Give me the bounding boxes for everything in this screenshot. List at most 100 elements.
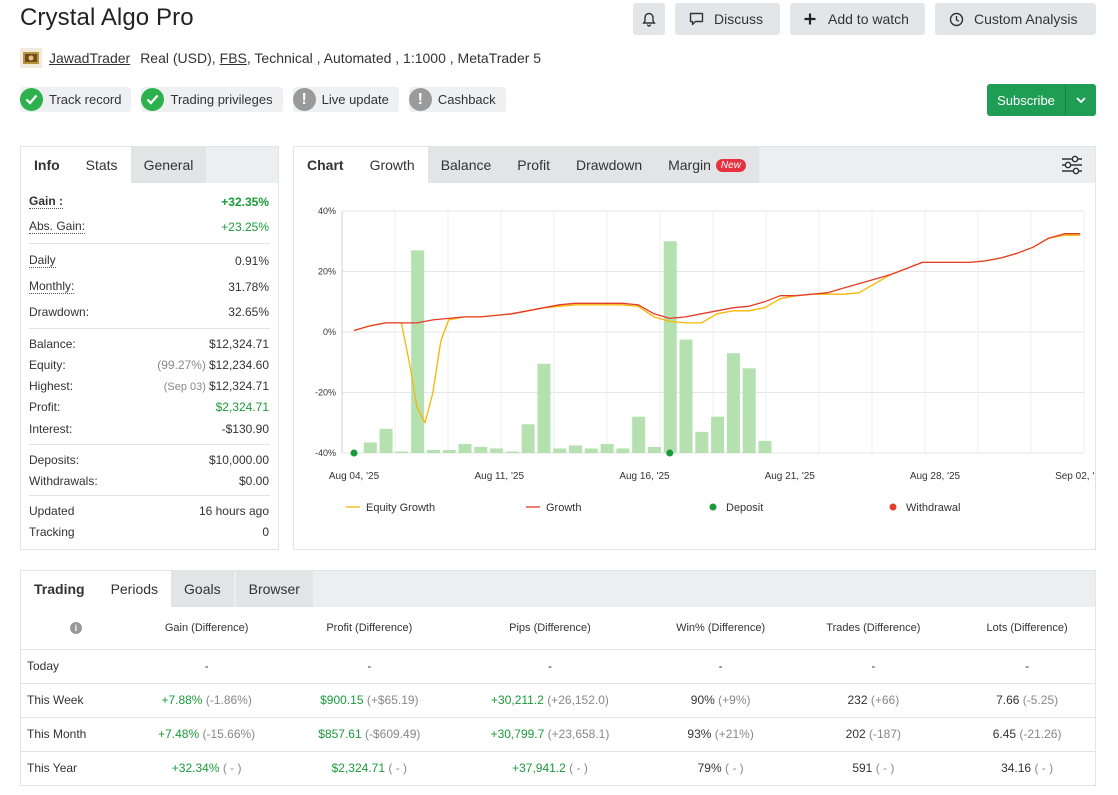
tab-profit[interactable]: Profit <box>504 147 563 183</box>
info-cell: i <box>21 607 121 650</box>
custom-analysis-label: Custom Analysis <box>974 11 1078 27</box>
add-to-watch-button[interactable]: Add to watch <box>790 3 925 35</box>
legend-label: Withdrawal <box>906 502 960 514</box>
tab-stats[interactable]: Stats <box>72 147 131 183</box>
monthly-label[interactable]: Monthly: <box>29 279 75 294</box>
tab-margin-label: Margin <box>668 157 711 173</box>
tab-margin[interactable]: Margin New <box>655 147 759 183</box>
pips-difference: (+23,658.1) <box>547 727 610 741</box>
balance-label: Balance: <box>29 336 76 351</box>
bar <box>663 241 677 453</box>
col-win: Win% (Difference) <box>653 607 788 650</box>
chart-settings-button[interactable] <box>1061 155 1083 180</box>
x-tick-label: Sep 02, '25 <box>1055 471 1095 482</box>
daily-label[interactable]: Daily <box>29 253 56 268</box>
tab-drawdown[interactable]: Drawdown <box>562 147 656 183</box>
broker-link[interactable]: FBS <box>219 50 247 66</box>
cell-win: 93% (+21%) <box>653 717 788 752</box>
col-trades: Trades (Difference) <box>787 607 960 650</box>
withdrawals-label: Withdrawals: <box>29 473 98 488</box>
drawdown-value: 32.65% <box>228 305 269 319</box>
bar <box>632 416 646 453</box>
x-tick-label: Aug 21, '25 <box>765 471 816 482</box>
gain-label[interactable]: Gain : <box>29 193 64 209</box>
trades-value: 232 <box>847 693 868 707</box>
chart-tabs: Chart Growth Balance Profit Drawdown Mar… <box>294 147 1095 183</box>
gain-value: +32.34% <box>171 761 220 776</box>
bar <box>442 449 456 453</box>
tab-chart[interactable]: Chart <box>294 147 357 183</box>
tab-periods[interactable]: Periods <box>97 571 172 607</box>
period-label: Today <box>21 649 121 684</box>
period-label: This Year <box>27 761 78 776</box>
legend-label: Deposit <box>726 502 763 514</box>
tab-goals[interactable]: Goals <box>171 571 234 607</box>
equity-label: Equity: <box>29 357 66 372</box>
x-tick-label: Aug 11, '25 <box>474 471 524 482</box>
page-title: Crystal Algo Pro <box>20 4 194 31</box>
account-details: , Technical , Automated , 1:1000 , MetaT… <box>246 50 542 66</box>
win-difference: (+9%) <box>718 693 751 707</box>
withdrawals-value: $0.00 <box>238 473 269 488</box>
lots-difference: (-21.26) <box>1019 727 1062 741</box>
table-header-row: i Gain (Difference) Profit (Difference) … <box>21 607 1095 650</box>
profit-difference: (+$65.19) <box>366 693 419 707</box>
new-badge: New <box>715 158 746 172</box>
tab-growth[interactable]: Growth <box>356 147 428 183</box>
badge-trading-privileges[interactable]: Trading privileges <box>141 87 283 112</box>
periods-panel: Trading Periods Goals Browser i Gain (Di… <box>20 570 1096 786</box>
badge-live-update[interactable]: ! Live update <box>292 87 399 112</box>
discuss-button[interactable]: Discuss <box>675 3 780 35</box>
balance-value: $12,324.71 <box>208 336 269 351</box>
deposit-point <box>350 449 358 457</box>
abs-gain-value: +23.25% <box>221 219 269 234</box>
badge-track-record[interactable]: Track record <box>20 87 132 112</box>
gain-difference: (-1.86%) <box>205 693 252 707</box>
bar <box>569 445 583 453</box>
cell-win: 79% ( - ) <box>654 751 788 785</box>
y-tick-label: 40% <box>318 206 336 216</box>
gain-value: +32.35% <box>221 194 269 209</box>
badge-label: Live update <box>321 92 389 107</box>
info-icon[interactable]: i <box>69 621 82 634</box>
y-tick-label: 20% <box>318 267 336 277</box>
bar <box>726 353 740 453</box>
avatar[interactable] <box>20 48 42 68</box>
cell-gain: +7.88% (-1.86%) <box>120 683 293 718</box>
author-link[interactable]: JawadTrader <box>49 50 131 66</box>
stats-panel: Info Stats General Gain : +32.35% Abs. Ga… <box>20 146 279 550</box>
cell-win: - <box>653 649 788 684</box>
highest-date: (Sep 03) <box>163 380 206 393</box>
bar <box>742 368 756 453</box>
cell-gain: +7.48% (-15.66%) <box>120 717 293 752</box>
profit-value: $2,324.71 <box>215 399 269 414</box>
tab-browser[interactable]: Browser <box>235 571 313 607</box>
daily-value: 0.91% <box>234 254 269 268</box>
subscribe-button[interactable]: Subscribe <box>987 84 1096 116</box>
plus-icon <box>804 13 816 25</box>
bar <box>505 451 519 453</box>
equity-percent: (99.27%) <box>157 357 206 372</box>
abs-gain-label[interactable]: Abs. Gain: <box>29 218 86 234</box>
tab-info[interactable]: Info <box>21 147 73 183</box>
win-value: 90% <box>690 693 715 707</box>
divider <box>29 444 270 445</box>
tab-trading[interactable]: Trading <box>21 571 98 607</box>
verification-badges: Track record Trading privileges ! Live u… <box>20 87 506 112</box>
subscribe-dropdown[interactable] <box>1066 84 1096 116</box>
col-lots: Lots (Difference) <box>959 607 1095 650</box>
tab-general[interactable]: General <box>130 147 207 183</box>
legend-withdrawal-swatch <box>889 503 897 511</box>
lots-difference: ( - ) <box>1034 761 1054 776</box>
check-icon <box>141 88 165 111</box>
y-tick-label: -40% <box>315 448 336 458</box>
badge-cashback[interactable]: ! Cashback <box>408 87 506 112</box>
pips-difference: ( - ) <box>569 761 588 776</box>
updated-value: 16 hours ago <box>198 503 269 518</box>
custom-analysis-button[interactable]: Custom Analysis <box>935 3 1096 35</box>
profit-difference: ( - ) <box>388 761 408 776</box>
notify-button[interactable] <box>633 3 665 35</box>
gain-difference: (-15.66%) <box>202 727 256 741</box>
subscribe-label[interactable]: Subscribe <box>987 84 1066 116</box>
tab-balance[interactable]: Balance <box>427 147 505 183</box>
